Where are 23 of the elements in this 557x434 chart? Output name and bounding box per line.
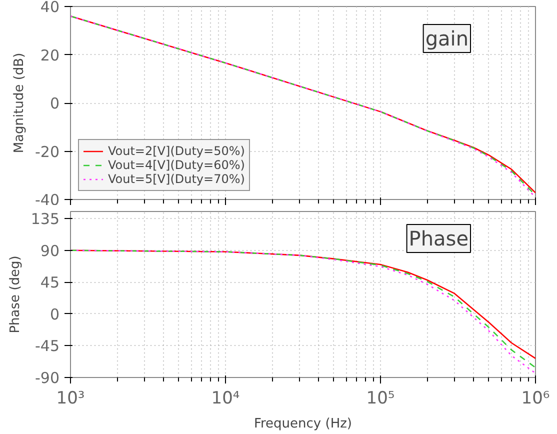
x-tick-label: 10⁶ — [521, 388, 550, 408]
x-axis-title: Frequency (Hz) — [254, 416, 352, 432]
y-axis-title: Phase (deg) — [8, 256, 23, 334]
y-tick-label: -90 — [35, 369, 60, 387]
y-tick-label: 45 — [40, 274, 60, 292]
y-tick-label: 40 — [40, 0, 60, 16]
annotation: Phase — [408, 226, 468, 250]
y-tick-label: 0 — [50, 94, 60, 112]
x-tick-label: 10⁵ — [366, 388, 395, 408]
y-tick-label: 135 — [30, 210, 60, 228]
y-axis-title: Magnitude (dB) — [12, 52, 27, 154]
x-tick-label: 10⁴ — [211, 388, 240, 408]
y-tick-label: -45 — [35, 337, 60, 356]
x-tick-label: 10³ — [56, 388, 85, 408]
annotation: gain — [425, 26, 469, 50]
legend-label: Vout=4[V](Duty=60%) — [108, 158, 245, 172]
y-tick-label: 90 — [40, 242, 60, 260]
y-tick-label: -20 — [35, 142, 60, 161]
y-tick-label: 0 — [50, 305, 60, 324]
legend-label: Vout=5[V](Duty=70%) — [108, 172, 245, 186]
y-tick-label: 20 — [40, 46, 60, 64]
y-tick-label: -40 — [35, 191, 60, 209]
legend-label: Vout=2[V](Duty=50%) — [108, 144, 245, 158]
